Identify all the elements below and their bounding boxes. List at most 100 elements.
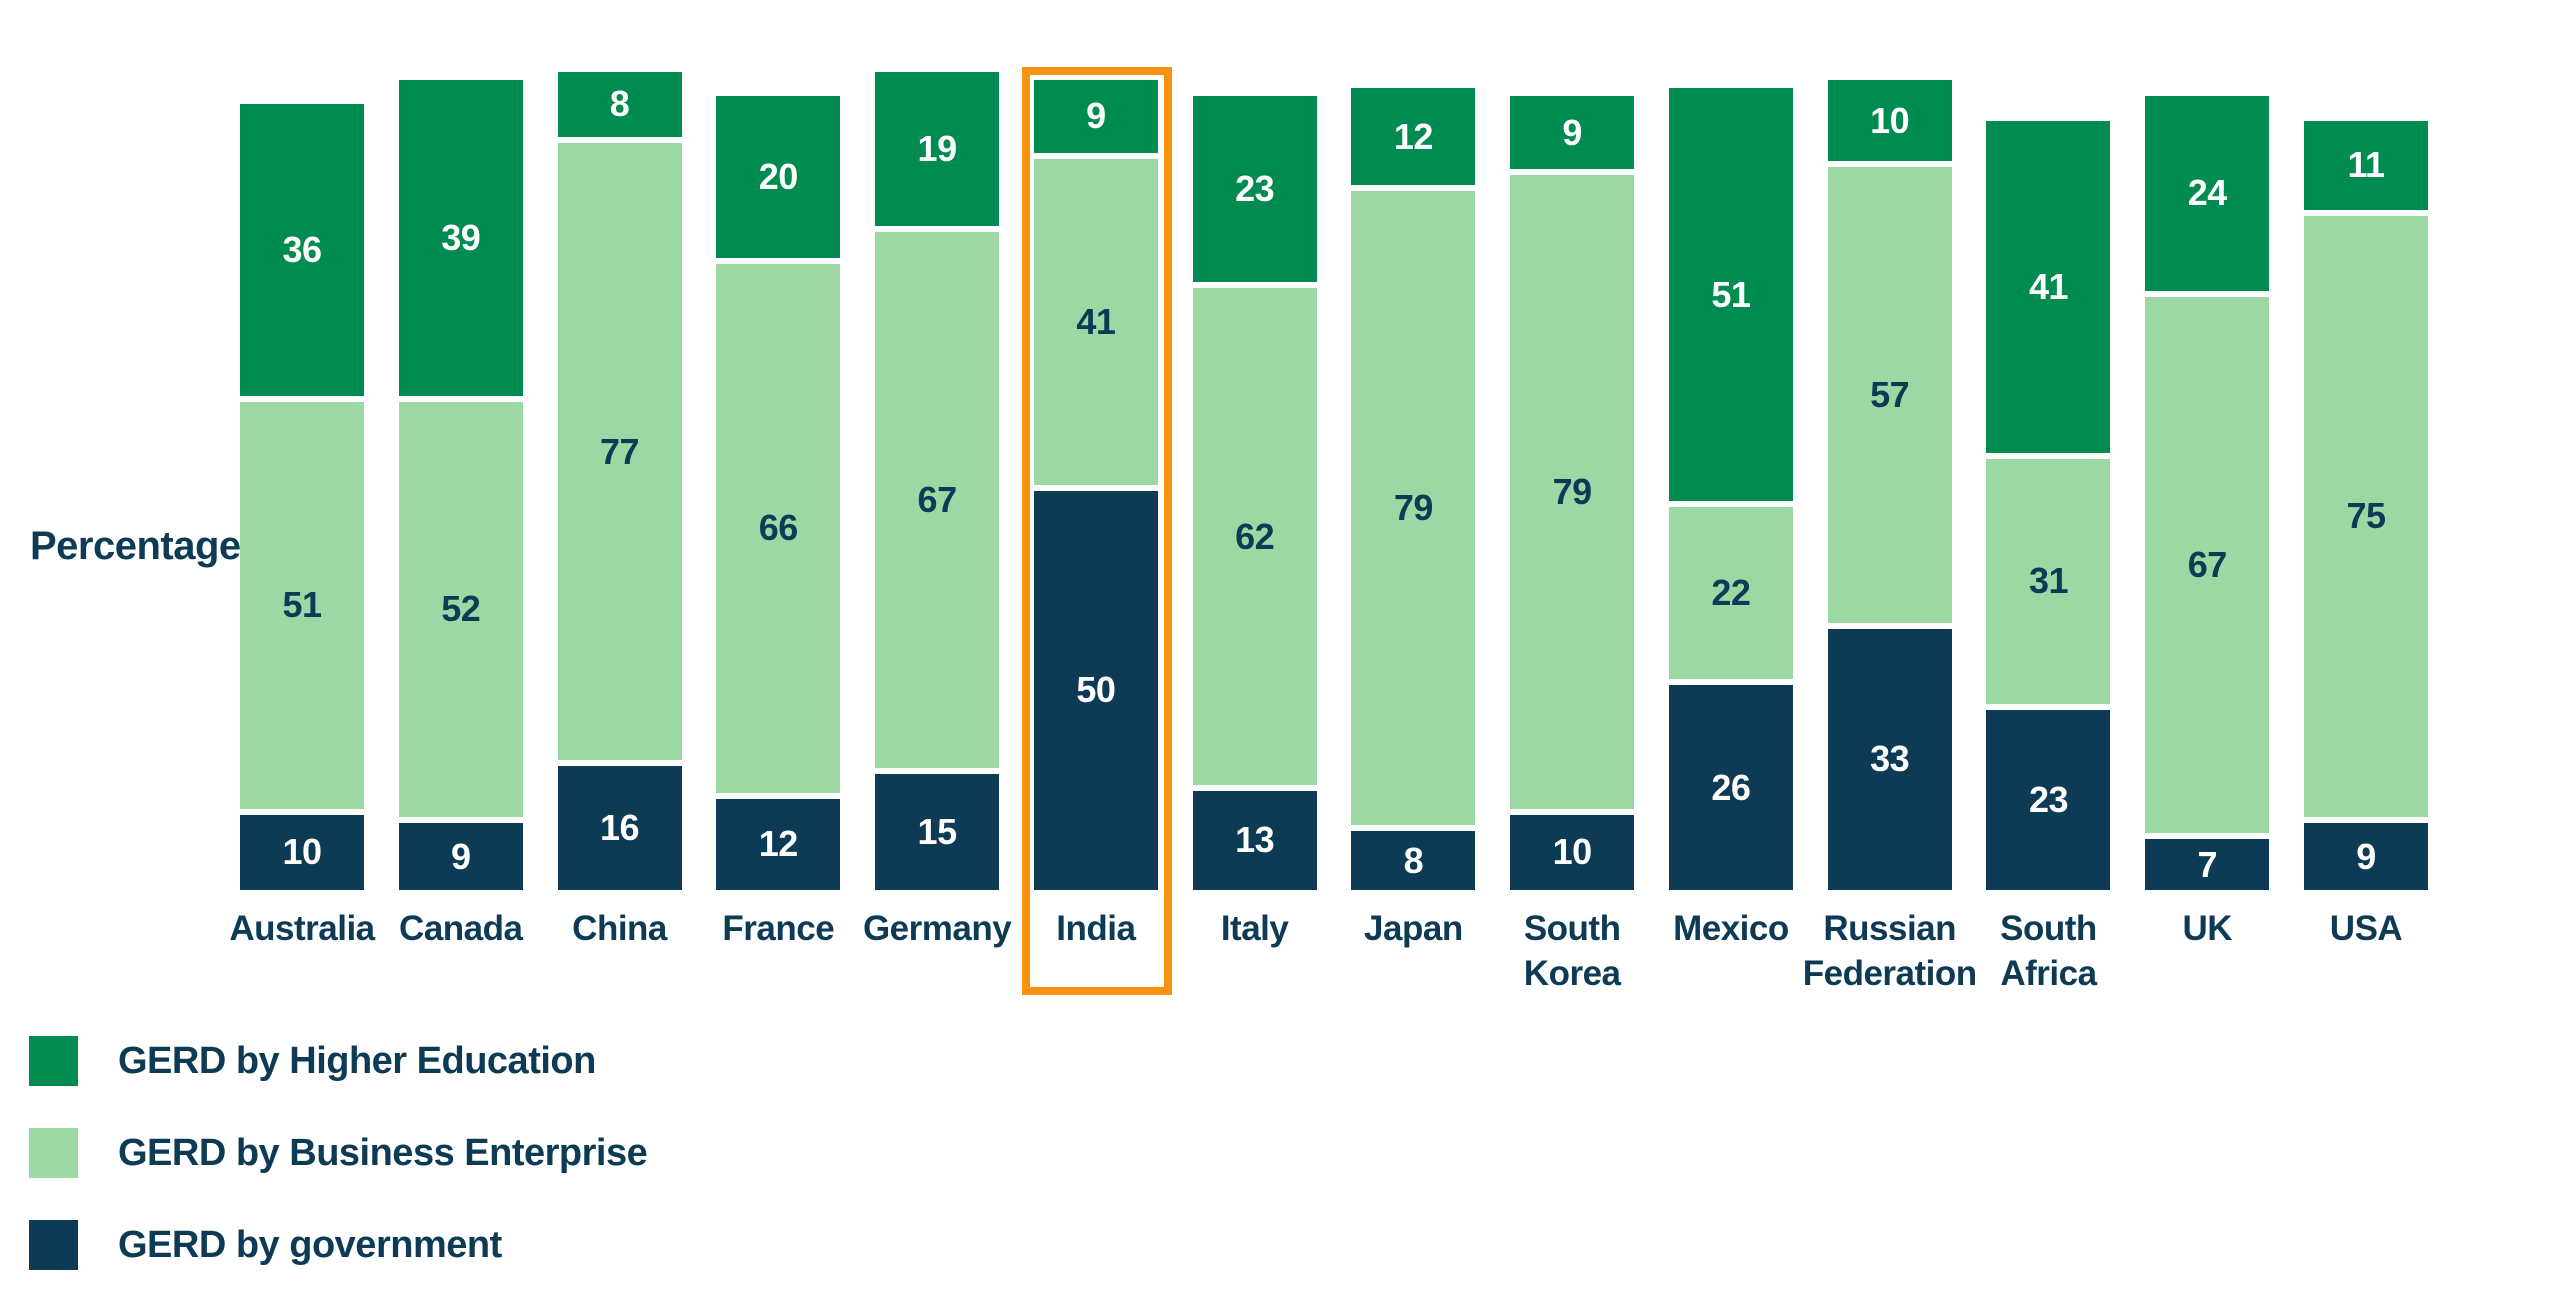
segment-value: 12 [758,823,799,865]
segment-value: 39 [441,216,481,258]
segment-higher-education-usa: 11 [2304,120,2428,210]
segment-value: 7 [2197,843,2217,885]
segment-government-italy: 13 [1192,784,1317,890]
segment-government-australia: 10 [240,808,364,890]
segment-government-south-africa: 23 [1986,703,2111,890]
bar-canada: 39 52 9 [398,80,523,890]
segment-value: 9 [1562,111,1582,153]
segment-value: 31 [2028,560,2069,602]
bar-italy: 23 62 13 [1192,96,1317,890]
segment-business-enterprise-usa: 75 [2304,209,2428,818]
segment-value: 79 [1393,487,1434,529]
segment-business-enterprise-germany: 67 [875,225,1000,769]
category-label-australia: Australia [229,909,375,948]
segment-higher-education-china: 8 [557,71,682,137]
category-label-italy: Italy [1220,909,1289,948]
segment-business-enterprise-japan: 79 [1351,185,1476,826]
segment-value: 9 [451,835,471,877]
segment-value: 23 [2028,778,2069,820]
segment-value: 20 [758,156,799,198]
bar-japan: 12 79 8 [1351,88,1476,890]
segment-higher-education-australia: 36 [240,104,364,396]
category-label-uk: UK [2182,909,2233,948]
legend-swatch-government [29,1220,78,1270]
legend-item-business-enterprise: GERD by Business Enterprise [29,1128,648,1178]
legend-item-higher-education: GERD by Higher Education [29,1036,596,1086]
segment-value: 41 [1076,300,1116,342]
segment-value: 51 [282,584,322,626]
segment-value: 13 [1235,819,1275,861]
segment-business-enterprise-france: 66 [716,258,841,793]
category-label-canada: Canada [399,909,523,948]
segment-value: 8 [609,83,630,125]
segment-government-france: 12 [716,792,841,890]
segment-higher-education-japan: 12 [1351,88,1476,186]
bar-india: 9 41 50 [1033,80,1158,890]
segment-business-enterprise-china: 77 [557,136,682,761]
highlight-box-india [1021,67,1172,995]
segment-higher-education-india: 9 [1033,80,1158,153]
segment-government-india: 50 [1033,484,1158,890]
segment-business-enterprise-india: 41 [1033,152,1158,485]
legend-item-government: GERD by government [29,1220,502,1270]
category-label-india: India [1056,909,1136,948]
segment-business-enterprise-russian-federation: 57 [1827,161,1952,623]
bar-uk: 24 67 7 [2145,96,2270,890]
segment-value: 77 [600,430,640,472]
segment-higher-education-uk: 24 [2145,96,2270,291]
segment-business-enterprise-australia: 51 [240,395,364,809]
category-label-france: France [722,909,835,948]
segment-value: 23 [1235,168,1275,210]
category-label-russian-federation: Russian Federation [1802,909,1977,993]
segment-value: 19 [917,127,958,169]
segment-value: 12 [1393,115,1434,157]
category-label-usa: USA [2329,909,2403,948]
legend-label-government: GERD by government [118,1223,502,1266]
segment-value: 10 [282,831,322,873]
segment-value: 67 [917,479,958,521]
bar-france: 20 66 12 [716,96,841,890]
category-label-japan: Japan [1364,909,1463,948]
segment-value: 50 [1076,669,1116,711]
category-label-china: China [572,909,667,948]
segment-value: 24 [2187,172,2228,214]
segment-business-enterprise-uk: 67 [2145,290,2270,834]
segment-higher-education-south-korea: 9 [1510,96,1635,170]
segment-value: 15 [917,811,958,853]
segment-higher-education-france: 20 [716,96,841,259]
legend-label-higher-education: GERD by Higher Education [118,1039,596,1082]
bar-mexico: 51 22 26 [1668,88,1793,890]
segment-higher-education-south-africa: 41 [1986,120,2111,453]
segment-value: 79 [1552,471,1593,513]
legend-label-business-enterprise: GERD by Business Enterprise [118,1131,648,1174]
segment-value: 62 [1235,515,1275,557]
segment-value: 52 [441,588,481,630]
segment-value: 8 [1403,839,1424,881]
segment-higher-education-mexico: 51 [1668,88,1793,502]
segment-business-enterprise-south-korea: 79 [1510,169,1635,809]
y-axis-label: Percentage [30,524,241,568]
segment-business-enterprise-mexico: 22 [1668,501,1793,680]
segment-business-enterprise-canada: 52 [398,395,523,818]
segment-government-japan: 8 [1351,825,1476,890]
segment-value: 10 [1552,831,1593,873]
segment-business-enterprise-italy: 62 [1192,282,1317,785]
segment-value: 11 [2347,144,2385,186]
segment-government-mexico: 26 [1668,679,1793,890]
segment-government-uk: 7 [2145,833,2270,890]
segment-government-china: 16 [557,760,682,890]
bar-usa: 11 75 9 [2304,120,2428,891]
segment-value: 41 [2028,265,2069,307]
bar-germany: 19 67 15 [875,71,1000,890]
segment-value: 9 [1086,95,1106,137]
segment-higher-education-germany: 19 [875,71,1000,226]
segment-government-south-korea: 10 [1510,808,1635,890]
segment-value: 26 [1711,766,1751,808]
legend-swatch-business-enterprise [29,1128,78,1178]
segment-value: 36 [282,229,322,271]
segment-government-russian-federation: 33 [1827,622,1952,890]
segment-government-germany: 15 [875,768,1000,890]
bar-australia: 36 51 10 [240,104,364,890]
